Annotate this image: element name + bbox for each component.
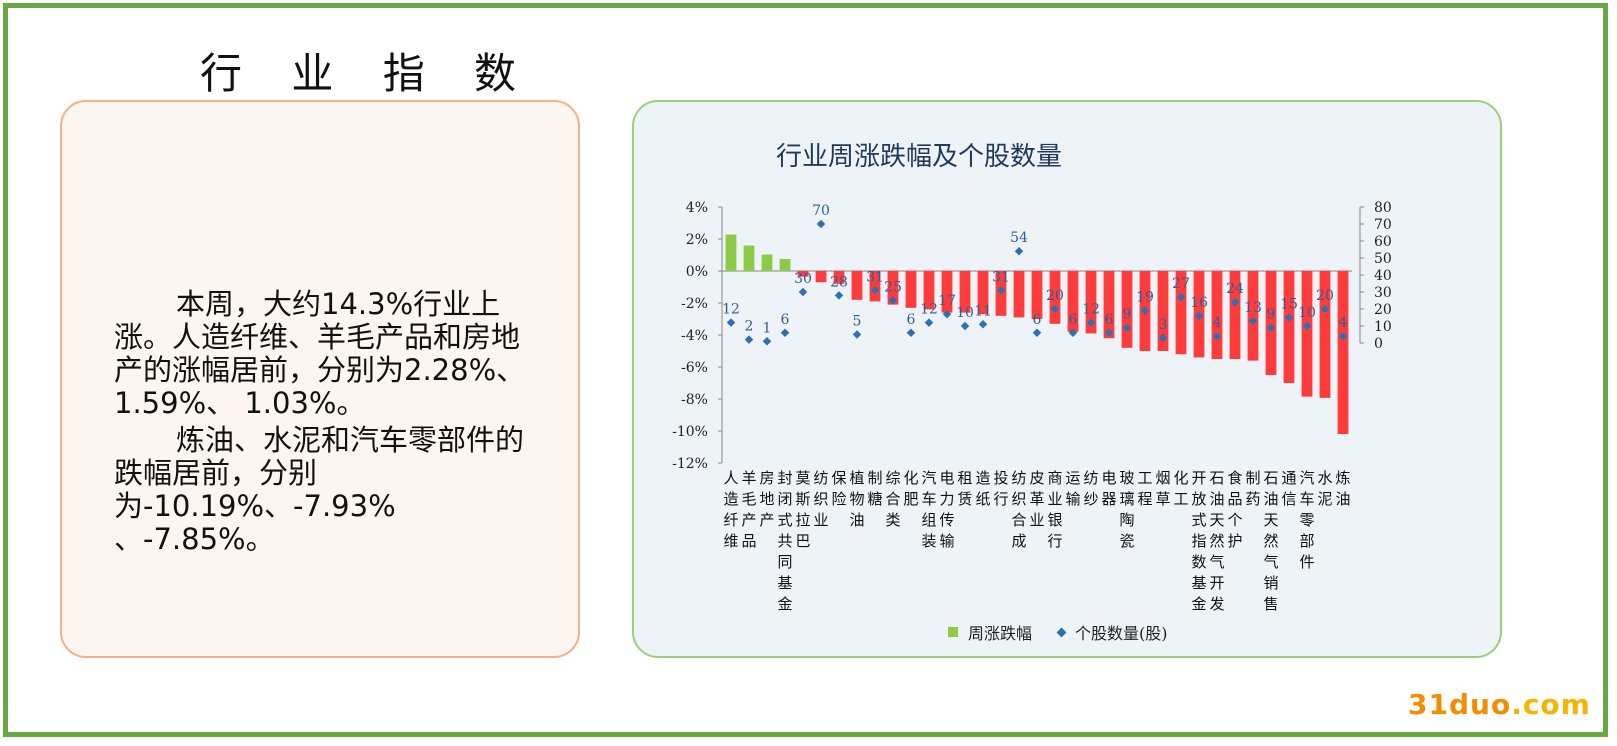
legend-label-marker: 个股数量(股) <box>1075 624 1168 643</box>
chart-title: 行业周涨跌幅及个股数量 <box>776 142 1063 172</box>
watermark-suffix: .com <box>1511 688 1591 721</box>
chart-panel <box>632 100 1502 658</box>
watermark-logo: 31duo.com <box>1408 688 1591 721</box>
page-title: 行 业 指 数 <box>200 49 535 98</box>
legend-swatch-marker <box>1056 627 1067 637</box>
watermark-text: 31duo <box>1408 688 1512 721</box>
legend-swatch-bar <box>948 627 958 637</box>
legend-label-bar: 周涨跌幅 <box>968 624 1033 643</box>
summary-paragraph-gainers: 本周，大约14.3%行业上涨。人造纤维、羊毛产品和房地产的涨幅居前，分别为2.2… <box>114 287 526 420</box>
slide-frame <box>3 3 1608 737</box>
summary-paragraph-losers: 炼油、水泥和汽车零部件的跌幅居前，分别为-10.19%、-7.93% 、-7.8… <box>114 423 525 556</box>
summary-panel: 本周，大约14.3%行业上涨。人造纤维、羊毛产品和房地产的涨幅居前，分别为2.2… <box>60 100 580 658</box>
chart-legend: 周涨跌幅 个股数量(股) <box>948 620 1168 644</box>
